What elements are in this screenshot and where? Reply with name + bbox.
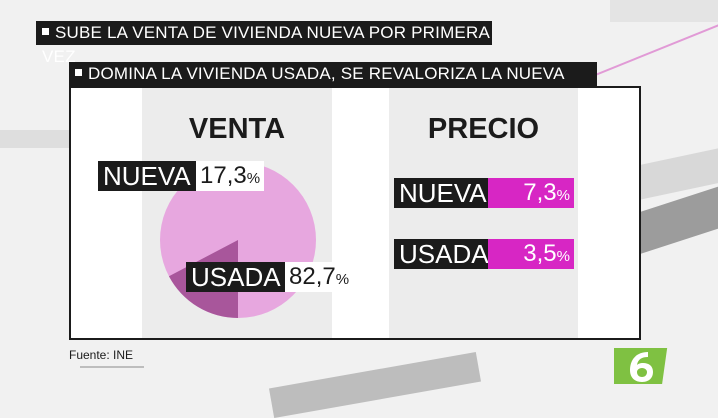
- bullet-square-icon: [75, 69, 82, 77]
- venta-nueva-unit: %: [246, 170, 261, 187]
- infographic-panel: VENTA PRECIO NUEVA 17,3% USADA 82,7% NUE…: [69, 86, 641, 340]
- precio-usada-value: 3,5%: [488, 239, 574, 269]
- venta-title: VENTA: [188, 113, 286, 145]
- lasexta-6-logo-icon: [614, 348, 668, 384]
- venta-usada-label: USADA: [186, 262, 286, 292]
- headline-1-text: SUBE LA VENTA DE VIVIENDA NUEVA POR PRIM…: [42, 23, 490, 66]
- precio-usada-label: USADA: [394, 239, 489, 269]
- precio-usada-number: 3,5: [523, 240, 557, 267]
- venta-usada-unit: %: [335, 271, 350, 288]
- precio-column: PRECIO: [389, 88, 578, 338]
- precio-nueva-unit: %: [556, 187, 570, 204]
- precio-nueva-label: NUEVA: [394, 178, 488, 208]
- venta-nueva-value: 17,3%: [196, 161, 265, 191]
- venta-nueva-label: NUEVA: [98, 161, 196, 191]
- bullet-square-icon: [42, 28, 49, 36]
- precio-usada-unit: %: [556, 248, 570, 265]
- headline-2-text: DOMINA LA VIVIENDA USADA, SE REVALORIZA …: [88, 64, 565, 83]
- headline-1: SUBE LA VENTA DE VIVIENDA NUEVA POR PRIM…: [36, 21, 492, 66]
- source-underline: [80, 366, 144, 368]
- venta-nueva-number: 17,3: [200, 162, 247, 189]
- background-shape: [268, 351, 482, 418]
- source-caption: Fuente: INE: [69, 348, 134, 362]
- headline-2: DOMINA LA VIVIENDA USADA, SE REVALORIZA …: [69, 62, 597, 86]
- background-shape: [0, 130, 70, 148]
- precio-nueva-number: 7,3: [523, 179, 557, 206]
- venta-usada-value: 82,7%: [285, 262, 354, 292]
- precio-nueva-value: 7,3%: [488, 178, 574, 208]
- background-shape: [610, 0, 718, 22]
- precio-title: PRECIO: [427, 113, 540, 145]
- venta-usada-number: 82,7: [289, 263, 336, 290]
